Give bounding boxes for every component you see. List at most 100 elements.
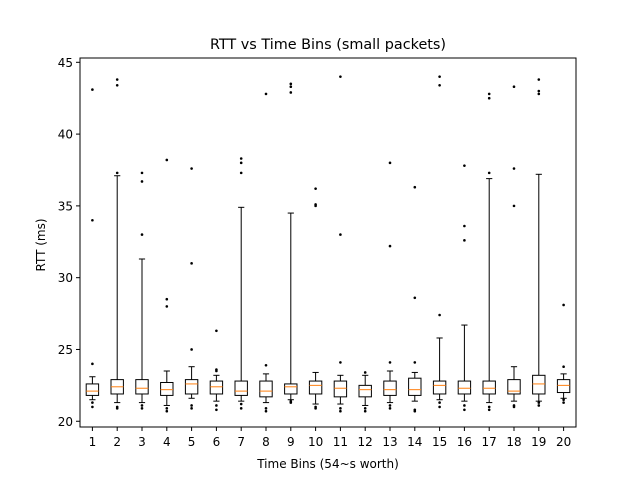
box-iqr	[160, 381, 174, 396]
flier-point	[512, 404, 516, 407]
flier-point	[363, 371, 367, 374]
flier-point	[264, 92, 268, 96]
flier-point	[487, 96, 491, 100]
flier-point	[339, 407, 342, 410]
box-iqr	[85, 383, 100, 396]
flier-point	[239, 161, 243, 165]
x-tick-label: 13	[382, 435, 397, 449]
box-iqr	[308, 380, 323, 395]
flier-point	[537, 89, 541, 93]
flier-point	[91, 405, 94, 409]
flier-point	[289, 91, 293, 94]
flier-point	[413, 296, 417, 300]
flier-point	[487, 92, 491, 96]
flier-point	[388, 407, 392, 410]
y-tick-label: 25	[58, 343, 73, 357]
flier-point	[562, 303, 565, 307]
flier-point	[537, 404, 541, 407]
x-tick-label: 5	[188, 435, 196, 449]
flier-point	[264, 409, 268, 413]
x-tick-label: 14	[407, 435, 422, 449]
y-tick-label: 35	[58, 199, 73, 213]
box-iqr	[284, 383, 298, 395]
box-iqr	[259, 380, 273, 398]
flier-point	[463, 239, 466, 242]
flier-point	[165, 158, 169, 162]
flier-point	[115, 405, 119, 409]
flier-point	[239, 171, 243, 175]
box-iqr	[383, 380, 397, 396]
flier-point	[537, 78, 541, 81]
flier-point	[438, 405, 441, 409]
box-iqr	[408, 377, 422, 396]
flier-point	[140, 180, 144, 183]
flier-point	[165, 407, 169, 410]
flier-point	[239, 407, 243, 410]
flier-point	[165, 409, 169, 413]
flier-point	[562, 401, 565, 404]
y-tick-label: 40	[58, 128, 73, 142]
y-tick-label: 45	[58, 56, 73, 70]
flier-point	[264, 407, 268, 410]
flier-point	[463, 164, 466, 167]
flier-point	[537, 92, 541, 96]
x-tick-label: 19	[531, 435, 546, 449]
flier-point	[239, 402, 243, 406]
flier-point	[363, 409, 367, 413]
x-axis-label: Time Bins (54~s worth)	[256, 457, 399, 471]
x-tick-label: 18	[506, 435, 521, 449]
flier-point	[463, 408, 466, 412]
x-tick-label: 3	[138, 435, 146, 449]
flier-point	[388, 161, 392, 165]
flier-point	[438, 313, 441, 317]
chart-title: RTT vs Time Bins (small packets)	[210, 37, 446, 53]
flier-point	[413, 409, 417, 413]
x-tick-label: 7	[237, 435, 245, 449]
flier-point	[289, 85, 293, 89]
flier-point	[487, 408, 491, 412]
x-tick-label: 10	[308, 435, 323, 449]
flier-point	[388, 361, 392, 364]
x-tick-label: 17	[482, 435, 497, 449]
flier-point	[363, 407, 367, 410]
flier-point	[115, 83, 119, 87]
flier-point	[339, 361, 342, 364]
flier-point	[190, 348, 193, 351]
flier-point	[140, 407, 144, 410]
box-iqr	[532, 374, 546, 395]
x-tick-label: 16	[457, 435, 472, 449]
flier-point	[388, 244, 392, 248]
flier-point	[512, 85, 516, 89]
axes-frame	[79, 57, 577, 428]
flier-point	[413, 185, 417, 189]
flier-point	[438, 75, 441, 78]
box-iqr	[184, 379, 199, 395]
flier-point	[487, 405, 491, 409]
flier-point	[91, 401, 94, 404]
box-iqr	[507, 379, 521, 395]
box-iqr	[209, 380, 224, 395]
flier-point	[314, 203, 317, 206]
box-iqr	[457, 380, 472, 395]
flier-point	[215, 368, 218, 371]
flier-point	[438, 83, 441, 87]
y-tick-label: 30	[58, 271, 73, 285]
flier-point	[190, 404, 193, 407]
flier-point	[339, 233, 342, 236]
flier-point	[140, 404, 144, 407]
flier-point	[413, 361, 417, 364]
y-axis-label: RTT (ms)	[34, 218, 48, 271]
flier-point	[190, 407, 193, 410]
flier-point	[165, 297, 169, 301]
flier-point	[463, 404, 466, 407]
flier-point	[239, 157, 243, 160]
flier-point	[215, 329, 218, 333]
flier-point	[339, 75, 342, 78]
flier-point	[562, 398, 565, 402]
box-iqr	[358, 384, 372, 398]
flier-point	[289, 82, 293, 86]
x-tick-label: 15	[432, 435, 447, 449]
